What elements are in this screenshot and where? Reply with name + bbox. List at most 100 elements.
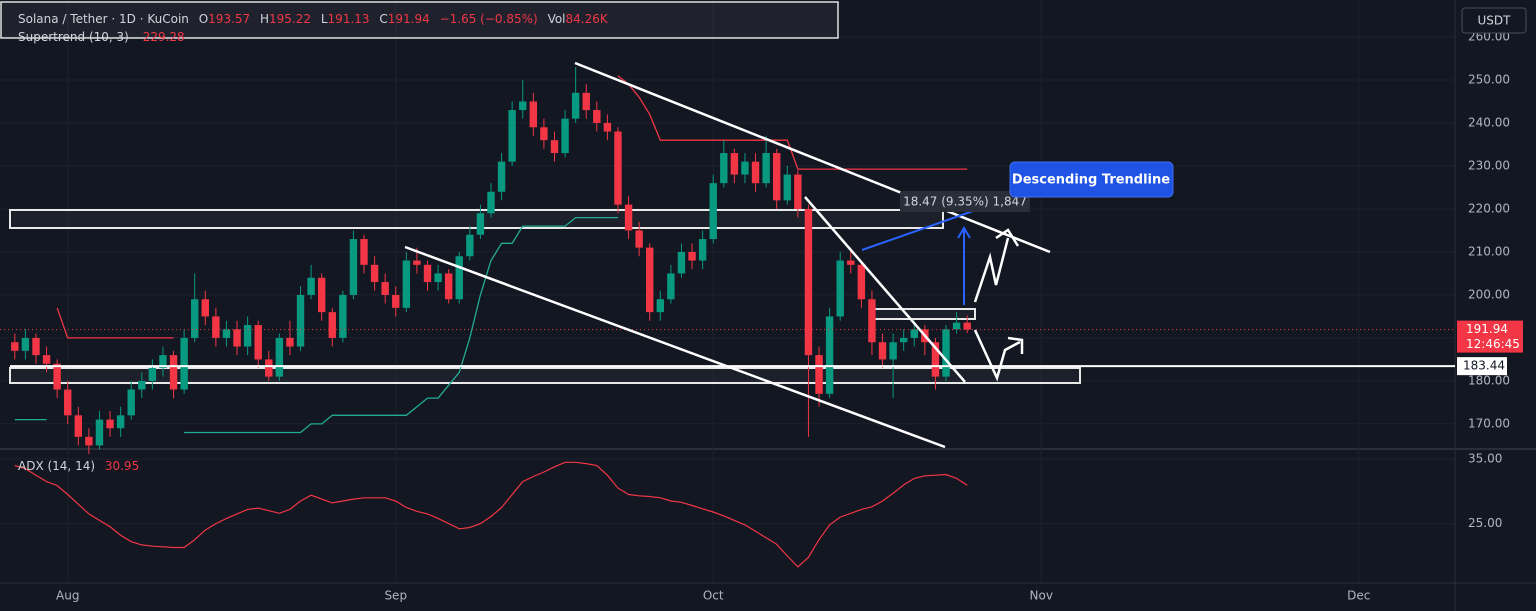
labels: 170.00180.00190.00200.00210.00220.00230.… xyxy=(56,29,1523,603)
candle-body xyxy=(21,337,30,351)
high-label: H xyxy=(260,12,269,26)
adx-value: 30.95 xyxy=(105,459,139,473)
candle-body xyxy=(773,153,781,201)
candle-body xyxy=(561,118,569,154)
candle-body xyxy=(53,363,61,390)
measure-label-box xyxy=(900,191,1030,212)
candle-body xyxy=(169,355,178,390)
callout-box xyxy=(1009,161,1174,198)
candle-body xyxy=(582,92,590,111)
candle-body xyxy=(444,273,453,300)
candle-body xyxy=(222,329,231,338)
candle-body xyxy=(825,316,834,394)
candle-body xyxy=(667,273,675,300)
candle-body xyxy=(720,153,728,184)
x-tick-label: Sep xyxy=(384,589,407,603)
trendline xyxy=(404,245,946,449)
candle-body xyxy=(889,342,897,360)
candle-body xyxy=(497,161,506,192)
candle-body xyxy=(646,247,654,313)
candle-body xyxy=(275,337,284,377)
candle-body xyxy=(233,329,241,347)
candle-body xyxy=(74,415,83,437)
y-tick-label: 240.00 xyxy=(1468,115,1510,129)
supertrend-legend: Supertrend (10, 3) 229.28 xyxy=(18,30,185,44)
support-label-box xyxy=(1457,357,1507,376)
legend: Solana / Tether · 1D · KuCoin O193.57 H1… xyxy=(18,12,609,26)
candle-body xyxy=(698,239,707,261)
currency-button[interactable] xyxy=(1461,7,1527,34)
resistance-zone xyxy=(9,209,944,229)
candle-body xyxy=(127,389,135,416)
y-tick-label: 210.00 xyxy=(1468,244,1510,258)
candle-body xyxy=(360,239,368,265)
candle-body xyxy=(392,294,400,308)
y-tick-label: 230.00 xyxy=(1468,158,1510,172)
supertrend-name: Supertrend (10, 3) xyxy=(18,30,129,44)
candle-body xyxy=(317,277,326,313)
candle-body xyxy=(455,256,463,300)
candle-body xyxy=(254,325,262,360)
candle-body xyxy=(550,140,559,154)
last-price-box xyxy=(1457,320,1523,353)
breakout-box xyxy=(870,308,976,320)
y-tick-label: 170.00 xyxy=(1468,416,1510,430)
callout: Descending Trendline xyxy=(1012,173,1170,188)
trendline xyxy=(574,61,1051,254)
supertrend xyxy=(14,75,968,434)
candle-body xyxy=(540,127,548,141)
candle-body xyxy=(423,264,432,283)
candle-body xyxy=(413,260,421,265)
candle-body xyxy=(794,174,802,209)
high-value: 195.22 xyxy=(269,12,311,26)
measure-label: 18.47 (9.35%) 1,847 xyxy=(903,195,1027,209)
close-value: 191.94 xyxy=(388,12,430,26)
candle-body xyxy=(741,161,749,175)
candle-body xyxy=(931,342,940,377)
open-value: 193.57 xyxy=(208,12,250,26)
vol-value: 84.26K xyxy=(566,12,609,26)
candle-body xyxy=(593,110,601,123)
candle-body xyxy=(910,329,918,338)
x-tick-label: Aug xyxy=(56,589,79,603)
candle-body xyxy=(402,260,411,308)
candle-body xyxy=(624,204,633,231)
candle-body xyxy=(529,101,538,128)
candle-body xyxy=(899,337,908,343)
candle-body xyxy=(85,436,93,446)
candle-body xyxy=(349,239,358,295)
candle-body xyxy=(106,419,114,429)
candle-body xyxy=(857,264,866,300)
candle-body xyxy=(370,264,379,283)
candle-body xyxy=(942,329,950,377)
x-tick-label: Oct xyxy=(703,589,724,603)
trendline xyxy=(804,196,966,383)
low-label: L xyxy=(321,12,328,26)
candle-body xyxy=(571,92,580,119)
change: −1.65 (−0.85%) xyxy=(440,12,538,26)
candle-body xyxy=(64,389,72,416)
close-label: C xyxy=(379,12,387,26)
adx-line xyxy=(14,461,968,568)
candle-body xyxy=(212,316,220,338)
supertrend-value: 229.28 xyxy=(143,30,185,44)
candle-body xyxy=(508,110,516,162)
y-tick-label: 180.00 xyxy=(1468,373,1510,387)
candle-body xyxy=(635,230,643,248)
candle-body xyxy=(730,153,739,175)
candle-body xyxy=(952,322,961,330)
low-value: 191.13 xyxy=(328,12,370,26)
currency[interactable]: USDT xyxy=(1478,14,1512,28)
support-label: 183.44 xyxy=(1463,359,1505,373)
arrow-head xyxy=(1007,336,1024,354)
y-tick-label: 220.00 xyxy=(1468,201,1510,215)
legend-box xyxy=(0,1,839,39)
x-tick-label: Nov xyxy=(1030,589,1053,603)
y-tick-label: 25.00 xyxy=(1468,516,1502,530)
candle-body xyxy=(963,322,971,330)
y-tick-label: 250.00 xyxy=(1468,72,1510,86)
candle-body xyxy=(476,213,485,235)
candle-body xyxy=(603,122,612,132)
